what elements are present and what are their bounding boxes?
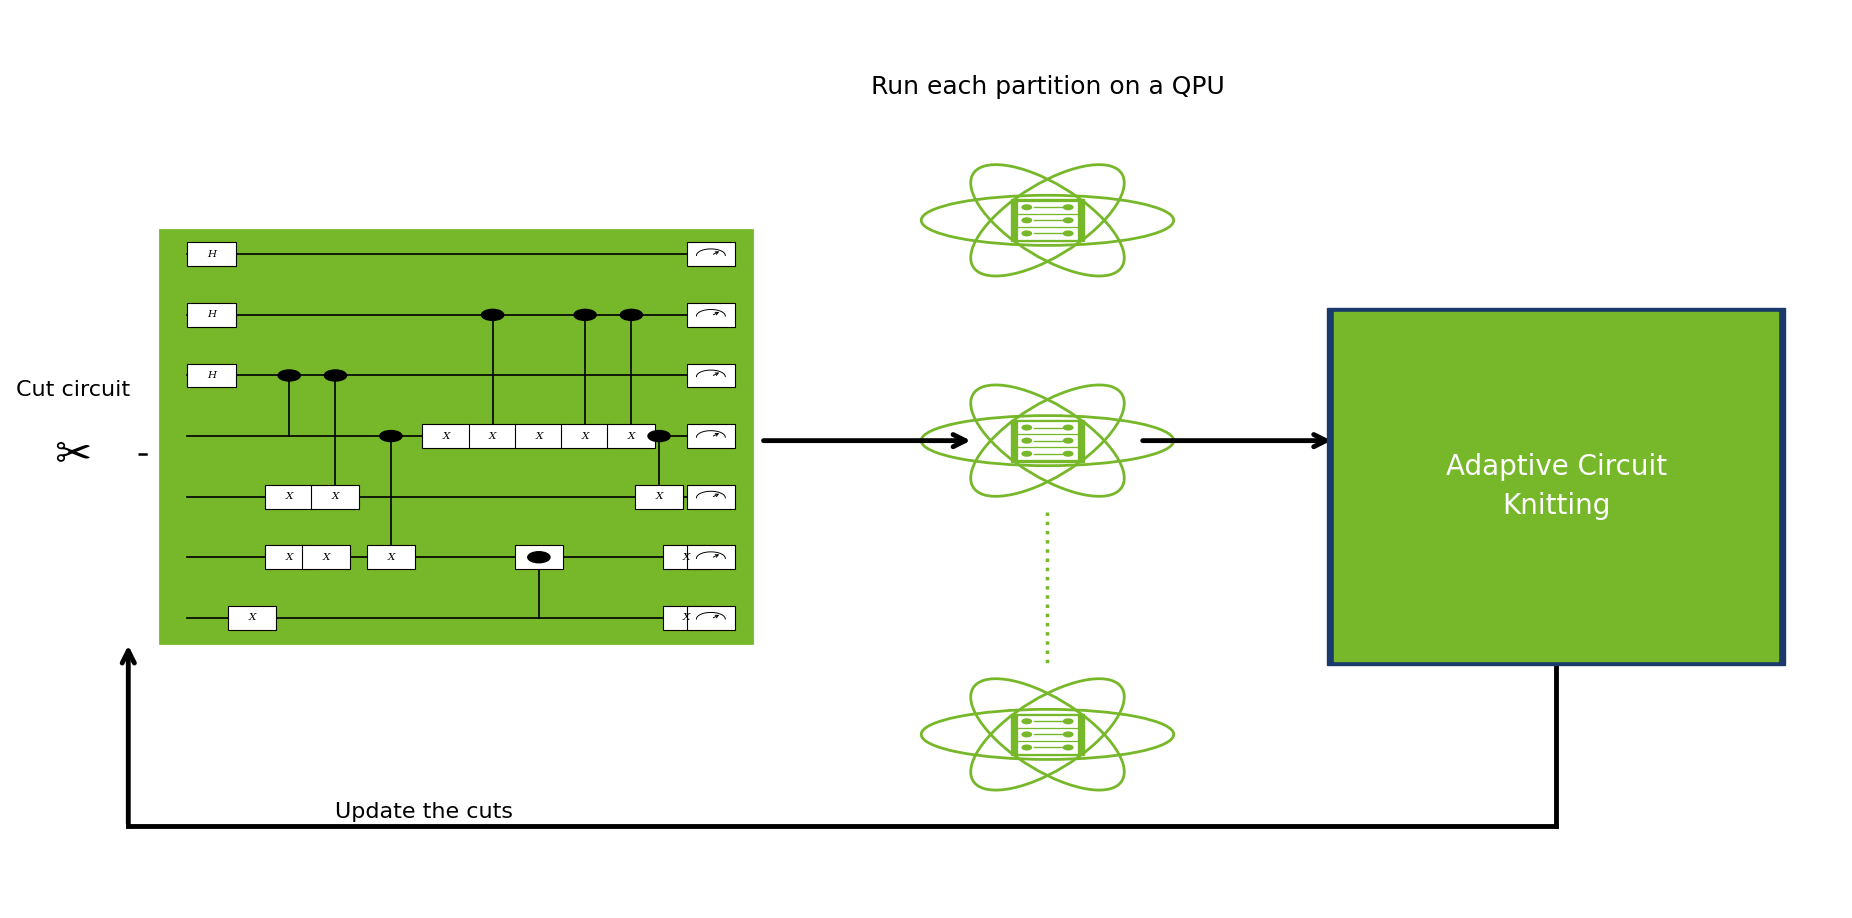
Text: X: X <box>535 553 543 562</box>
Text: X: X <box>582 431 589 441</box>
Text: X: X <box>628 431 635 441</box>
Text: X: X <box>248 613 256 622</box>
Bar <box>1326 308 1785 665</box>
Bar <box>663 545 711 569</box>
Circle shape <box>1022 205 1032 209</box>
Text: Adaptive Circuit
Knitting: Adaptive Circuit Knitting <box>1446 453 1667 520</box>
Bar <box>422 424 470 448</box>
Circle shape <box>1063 425 1072 430</box>
Circle shape <box>574 309 596 320</box>
Text: X: X <box>332 492 339 501</box>
Circle shape <box>1063 745 1072 750</box>
Bar <box>187 303 235 327</box>
Bar <box>302 545 350 569</box>
Circle shape <box>1063 732 1072 737</box>
Text: X: X <box>535 431 543 441</box>
Text: X: X <box>387 553 394 562</box>
Text: H: H <box>207 371 217 380</box>
Circle shape <box>1022 231 1032 236</box>
Text: X: X <box>683 613 691 622</box>
Bar <box>1019 215 1078 226</box>
Bar <box>663 606 711 630</box>
Bar <box>687 242 735 266</box>
Circle shape <box>324 370 346 381</box>
Circle shape <box>482 309 504 320</box>
Bar <box>1019 422 1078 433</box>
Bar <box>1333 312 1778 661</box>
Bar <box>635 485 683 509</box>
Bar <box>1011 713 1083 756</box>
Bar <box>1019 742 1078 753</box>
Bar <box>687 606 735 630</box>
Bar <box>265 545 313 569</box>
Circle shape <box>1022 452 1032 456</box>
Text: X: X <box>285 492 293 501</box>
Circle shape <box>278 370 300 381</box>
Bar <box>1019 729 1078 740</box>
Text: X: X <box>322 553 330 562</box>
Text: Cut circuit: Cut circuit <box>15 380 130 400</box>
Bar <box>187 242 235 266</box>
Circle shape <box>1063 438 1072 443</box>
Circle shape <box>1022 732 1032 737</box>
Bar <box>687 424 735 448</box>
Circle shape <box>1022 719 1032 723</box>
Bar <box>687 485 735 509</box>
Bar <box>1019 228 1078 239</box>
Bar <box>515 545 563 569</box>
Bar <box>687 545 735 569</box>
Circle shape <box>1022 425 1032 430</box>
Circle shape <box>1063 205 1072 209</box>
Text: H: H <box>207 250 217 259</box>
Bar <box>687 303 735 327</box>
Text: ✂: ✂ <box>54 433 91 476</box>
Bar <box>607 424 656 448</box>
Circle shape <box>1022 745 1032 750</box>
Bar <box>1019 435 1078 446</box>
Circle shape <box>620 309 643 320</box>
Bar <box>1011 420 1083 462</box>
Circle shape <box>1063 719 1072 723</box>
Text: Update the cuts: Update the cuts <box>335 802 513 823</box>
Bar <box>1011 199 1083 241</box>
Circle shape <box>1063 452 1072 456</box>
Bar <box>159 230 752 643</box>
Bar <box>469 424 517 448</box>
Circle shape <box>1022 438 1032 443</box>
Circle shape <box>1022 218 1032 223</box>
Text: H: H <box>207 310 217 319</box>
Bar <box>228 606 276 630</box>
Bar <box>515 424 563 448</box>
Circle shape <box>1063 231 1072 236</box>
Bar <box>687 364 735 387</box>
Text: X: X <box>443 431 450 441</box>
Text: X: X <box>489 431 496 441</box>
Text: Run each partition on a QPU: Run each partition on a QPU <box>870 75 1224 99</box>
Circle shape <box>648 431 670 442</box>
Bar <box>187 364 235 387</box>
Bar <box>561 424 609 448</box>
Text: X: X <box>683 553 691 562</box>
Text: X: X <box>285 553 293 562</box>
Circle shape <box>528 552 550 563</box>
Text: X: X <box>656 492 663 501</box>
Bar <box>1019 202 1078 213</box>
Bar <box>1019 716 1078 727</box>
Circle shape <box>380 431 402 442</box>
Bar <box>1019 448 1078 459</box>
Bar <box>367 545 415 569</box>
Bar <box>265 485 313 509</box>
Circle shape <box>1063 218 1072 223</box>
Bar <box>311 485 359 509</box>
